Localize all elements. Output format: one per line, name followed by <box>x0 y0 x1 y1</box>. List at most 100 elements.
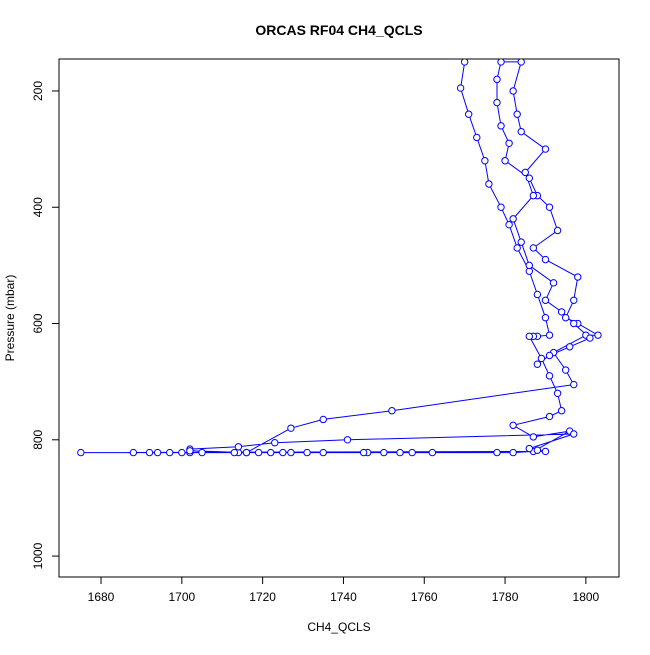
data-point <box>230 448 239 457</box>
y-tick-label: 600 <box>31 313 45 333</box>
data-point <box>129 448 138 457</box>
x-tick-label: 1760 <box>411 590 438 604</box>
data-point <box>271 439 279 447</box>
data-point <box>541 447 550 456</box>
data-point <box>553 226 562 235</box>
data-point <box>549 279 558 287</box>
data-point <box>396 448 404 457</box>
data-point <box>145 448 154 457</box>
data-point <box>525 444 534 453</box>
x-tick-label: 1720 <box>249 590 276 604</box>
data-point <box>380 448 388 457</box>
data-point <box>517 127 525 136</box>
data-point <box>493 75 501 84</box>
data-point <box>513 110 521 118</box>
data-point <box>287 448 295 457</box>
x-axis-label: CH4_QCLS <box>307 620 370 634</box>
data-point <box>166 448 174 457</box>
data-point <box>509 215 517 223</box>
data-point <box>541 296 550 304</box>
data-point <box>545 203 554 211</box>
y-axis-label: Pressure (mbar) <box>3 275 17 362</box>
x-tick-label: 1700 <box>168 590 195 604</box>
y-tick-label: 200 <box>31 81 45 101</box>
data-point <box>525 261 534 270</box>
data-point <box>586 334 594 342</box>
data-point <box>509 421 517 429</box>
data-point <box>485 180 493 188</box>
data-point <box>303 448 311 457</box>
data-point <box>388 407 396 415</box>
data-point <box>541 145 550 153</box>
data-point <box>493 98 501 107</box>
x-tick-label: 1740 <box>330 590 357 604</box>
data-point <box>561 314 570 322</box>
data-point <box>574 273 582 281</box>
data-point <box>545 412 554 421</box>
data-point <box>497 59 505 66</box>
data-point <box>525 174 534 182</box>
data-point <box>529 191 538 200</box>
data-point <box>529 244 538 252</box>
data-point <box>525 332 534 341</box>
y-tick-label: 400 <box>31 197 45 217</box>
data-point <box>570 430 578 438</box>
data-point <box>505 139 513 147</box>
data-point <box>343 436 352 444</box>
data-point <box>570 319 578 328</box>
data-point <box>509 448 517 457</box>
data-point <box>456 84 465 92</box>
data-point <box>198 448 206 457</box>
data-point <box>545 351 554 360</box>
data-point <box>497 122 505 130</box>
data-point <box>566 343 574 351</box>
data-point <box>533 446 542 454</box>
data-point <box>234 443 243 451</box>
plot-area <box>77 59 602 457</box>
data-point <box>77 448 85 457</box>
data-point <box>529 433 538 441</box>
data-point <box>533 290 542 299</box>
data-point <box>545 372 554 380</box>
plot-frame <box>58 58 620 578</box>
data-point <box>319 415 327 424</box>
data-point <box>537 354 546 363</box>
data-point <box>359 448 368 457</box>
data-point <box>533 360 542 368</box>
data-point <box>497 203 505 211</box>
data-point <box>505 220 513 229</box>
data-point <box>408 448 416 457</box>
data-point <box>279 448 287 457</box>
data-point <box>428 448 437 457</box>
x-tick-label: 1680 <box>88 590 115 604</box>
data-point <box>464 110 473 118</box>
data-point <box>517 238 525 246</box>
data-point <box>186 447 194 455</box>
data-point <box>517 59 525 66</box>
data-point <box>481 157 489 165</box>
data-point <box>473 133 481 142</box>
y-tick-label: 1000 <box>31 542 45 569</box>
data-point <box>509 87 517 95</box>
data-point <box>541 255 550 264</box>
x-tick-label: 1780 <box>492 590 519 604</box>
chart-title: ORCAS RF04 CH4_QCLS <box>255 22 422 38</box>
data-point <box>561 366 570 374</box>
data-point <box>570 380 578 389</box>
data-point <box>242 448 251 457</box>
data-point <box>501 157 509 165</box>
data-point <box>557 308 566 316</box>
data-point <box>594 331 602 339</box>
x-tick-label: 1800 <box>573 590 600 604</box>
data-point <box>570 296 578 304</box>
y-tick-label: 800 <box>31 429 45 449</box>
data-point <box>513 244 521 252</box>
data-point <box>153 448 162 457</box>
data-point <box>460 59 469 66</box>
data-point <box>545 331 554 339</box>
data-point <box>541 314 550 322</box>
data-point <box>521 168 529 177</box>
data-point <box>267 448 275 457</box>
